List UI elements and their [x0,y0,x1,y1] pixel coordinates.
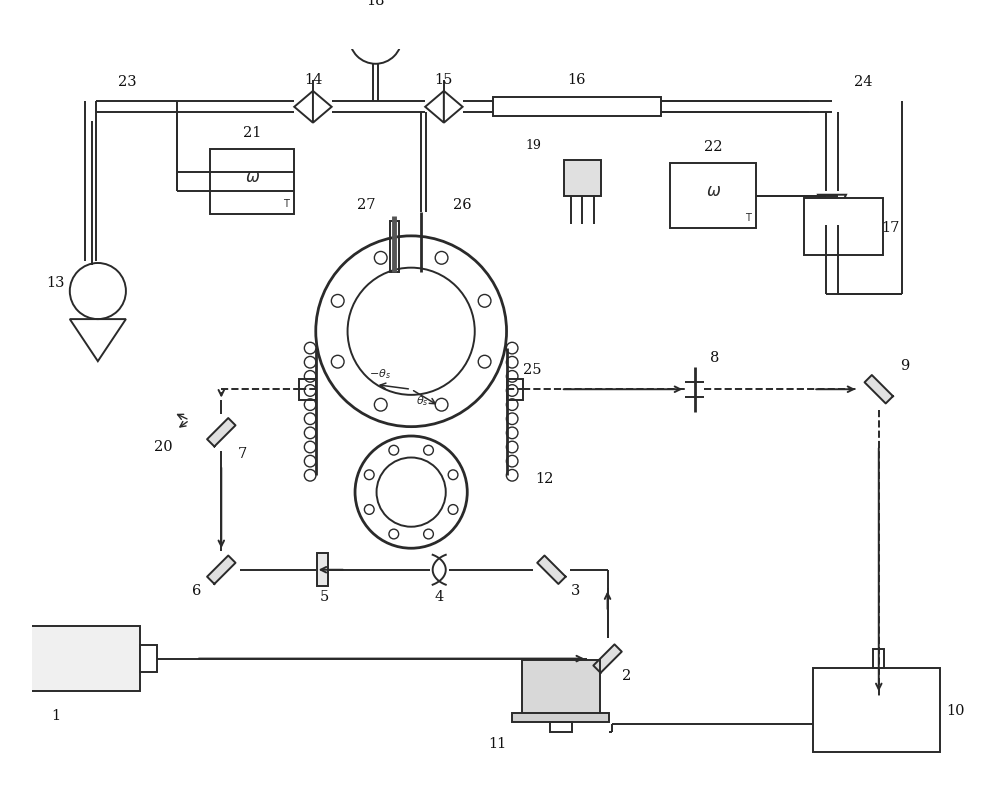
Polygon shape [313,92,332,123]
Text: 7: 7 [237,446,247,461]
Text: $\theta_s$: $\theta_s$ [416,393,429,407]
Text: $\omega$: $\omega$ [245,169,260,186]
Polygon shape [294,92,313,123]
Text: 24: 24 [854,75,872,88]
Text: 1: 1 [51,708,60,722]
Bar [210,150,294,215]
Bar [299,380,316,400]
Text: 3: 3 [571,584,580,598]
Text: 12: 12 [535,471,553,486]
Text: 15: 15 [435,73,453,87]
Bar [804,200,883,255]
Bar [550,723,572,732]
Text: 4: 4 [435,590,444,603]
Bar [522,661,600,714]
Text: 13: 13 [47,276,65,290]
Text: 2: 2 [622,668,631,683]
Text: 14: 14 [304,73,322,87]
Text: 18: 18 [366,0,385,8]
Text: 9: 9 [900,358,910,372]
Text: 21: 21 [243,126,261,139]
Text: 8: 8 [710,351,720,365]
Bar [512,713,609,723]
Polygon shape [865,375,893,404]
Text: T: T [745,212,751,222]
Polygon shape [537,556,566,584]
Bar [507,380,523,400]
Bar [28,626,140,692]
Text: 23: 23 [118,75,137,88]
Text: 19: 19 [526,139,542,152]
Text: $-\theta_s$: $-\theta_s$ [369,367,391,380]
Bar [813,668,940,752]
Polygon shape [207,418,236,447]
Text: 5: 5 [320,590,329,603]
Polygon shape [444,92,463,123]
Text: 25: 25 [523,363,542,376]
Bar [670,164,756,229]
Text: 22: 22 [704,140,722,154]
Text: 26: 26 [453,198,472,212]
Polygon shape [593,645,622,673]
Text: 6: 6 [192,584,202,598]
Bar [140,646,157,672]
Bar [390,221,399,273]
Bar [873,650,884,668]
Text: T: T [283,199,289,208]
Bar [493,98,661,117]
Bar [564,161,601,196]
Bar [317,554,328,586]
Text: 10: 10 [946,703,965,717]
Text: 11: 11 [488,736,506,750]
Text: 16: 16 [567,73,586,87]
Text: 20: 20 [154,440,173,453]
Text: $\omega$: $\omega$ [706,182,721,200]
Text: 17: 17 [881,221,899,234]
Polygon shape [425,92,444,123]
Polygon shape [207,556,236,584]
Text: 27: 27 [357,198,376,212]
